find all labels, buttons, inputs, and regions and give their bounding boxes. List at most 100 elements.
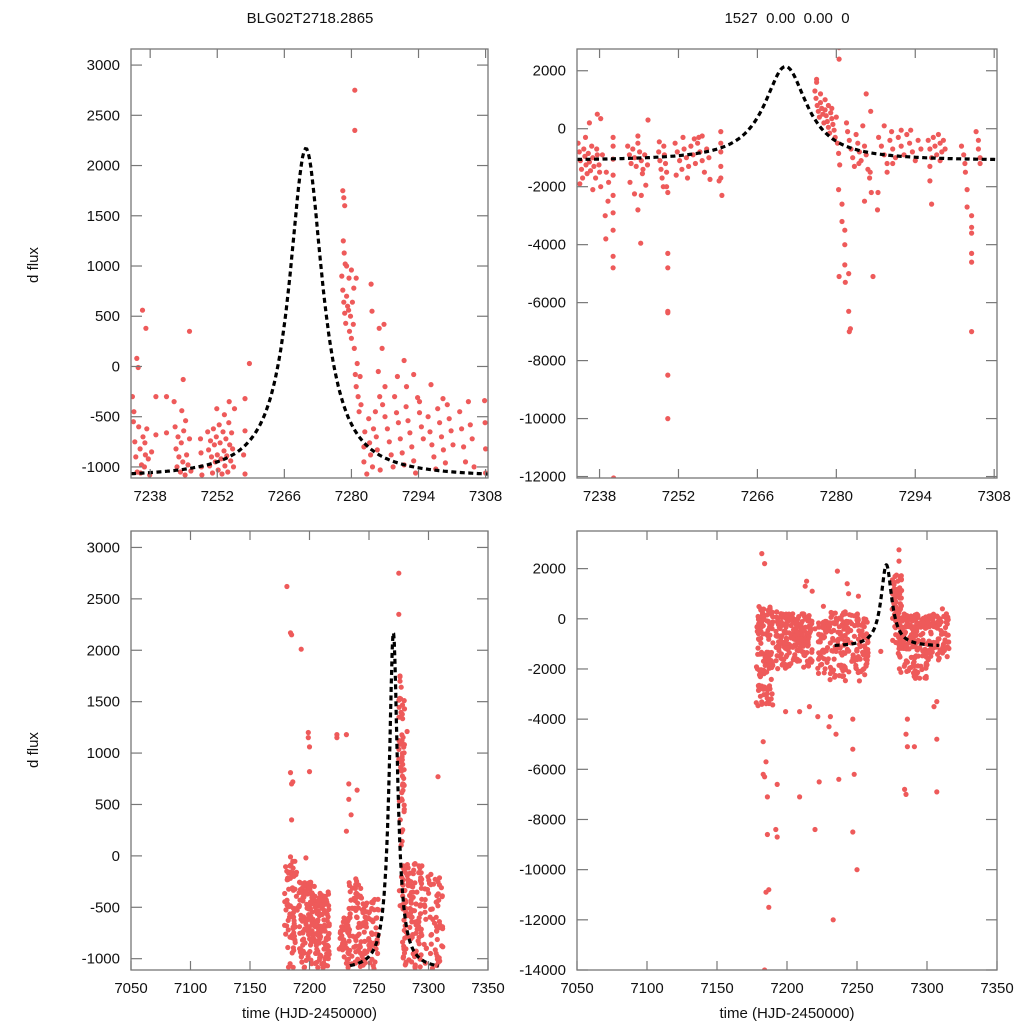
- x-axis-label: time (HJD-2450000): [719, 1005, 854, 1022]
- data-point: [357, 943, 363, 949]
- data-point: [665, 372, 671, 378]
- data-point: [136, 424, 142, 430]
- data-point: [930, 622, 936, 628]
- data-point: [230, 464, 237, 470]
- data-point: [836, 624, 842, 630]
- data-point: [907, 640, 913, 646]
- data-point: [926, 649, 932, 655]
- data-point: [931, 704, 937, 710]
- data-point: [915, 620, 921, 627]
- data-point: [596, 162, 602, 168]
- data-point: [813, 95, 819, 101]
- data-point: [836, 187, 842, 193]
- data-point: [594, 111, 600, 117]
- data-point: [307, 899, 314, 905]
- data-point: [228, 458, 234, 464]
- data-point: [842, 227, 848, 233]
- data-point: [919, 666, 925, 673]
- data-point: [409, 919, 415, 925]
- data-point: [826, 624, 832, 630]
- data-point: [590, 187, 596, 193]
- data-point: [850, 155, 856, 161]
- data-point: [355, 900, 361, 906]
- data-point: [414, 889, 420, 895]
- data-point: [437, 420, 443, 426]
- data-point: [930, 613, 937, 619]
- data-point: [842, 664, 848, 670]
- data-point: [296, 902, 302, 909]
- data-point: [757, 693, 764, 699]
- data-point: [805, 614, 812, 620]
- data-point: [603, 236, 609, 242]
- data-point: [415, 395, 421, 401]
- data-point: [839, 218, 845, 225]
- data-point: [827, 677, 833, 683]
- data-point: [380, 402, 386, 408]
- data-point: [610, 253, 616, 259]
- data-point: [384, 426, 390, 432]
- data-point: [765, 649, 771, 655]
- data-point: [977, 160, 983, 167]
- data-point: [413, 901, 419, 907]
- data-point: [396, 611, 402, 617]
- data-point: [825, 124, 832, 130]
- data-point: [718, 149, 724, 155]
- data-point: [692, 160, 699, 167]
- data-point: [681, 146, 687, 152]
- data-point: [398, 741, 405, 747]
- data-point: [817, 91, 824, 97]
- x-tick-label: 7294: [402, 488, 435, 505]
- data-point: [942, 631, 948, 637]
- data-point: [934, 736, 940, 742]
- data-point: [376, 325, 382, 331]
- data-point: [297, 897, 303, 903]
- data-point: [215, 467, 221, 473]
- y-tick-label: 2500: [87, 107, 120, 124]
- data-point: [436, 882, 442, 888]
- data-point: [867, 169, 873, 175]
- data-point: [345, 961, 351, 967]
- data-point: [830, 121, 836, 127]
- data-point: [830, 620, 837, 626]
- y-tick-label: -4000: [528, 237, 566, 254]
- data-point: [435, 891, 441, 897]
- data-point: [776, 648, 782, 654]
- data-point: [878, 143, 885, 149]
- data-point: [822, 666, 828, 672]
- data-point: [401, 806, 407, 813]
- data-point: [341, 195, 347, 201]
- data-point: [761, 684, 767, 690]
- data-point: [934, 625, 941, 631]
- data-point: [910, 644, 916, 650]
- data-point: [803, 624, 809, 630]
- data-point: [305, 729, 311, 736]
- data-point: [927, 163, 933, 169]
- y-tick-label: -12000: [519, 469, 566, 486]
- data-point: [301, 965, 307, 970]
- data-point: [809, 588, 815, 594]
- data-point: [171, 399, 177, 405]
- data-point: [428, 382, 434, 388]
- data-point: [363, 914, 369, 921]
- data-point: [305, 735, 311, 741]
- data-point: [635, 207, 641, 213]
- data-point: [223, 436, 229, 442]
- data-point: [437, 922, 443, 928]
- data-point: [927, 146, 933, 152]
- data-point: [409, 444, 415, 450]
- data-point: [394, 373, 400, 380]
- data-point: [375, 907, 382, 913]
- data-point: [684, 175, 691, 181]
- data-point: [898, 143, 904, 149]
- data-point: [350, 321, 356, 327]
- data-point: [377, 467, 383, 473]
- data-point: [370, 426, 377, 432]
- y-tick-label: 500: [95, 308, 120, 325]
- y-tick-label: 1500: [87, 208, 120, 225]
- data-point: [975, 137, 982, 143]
- x-tick-label: 7200: [770, 980, 803, 997]
- data-point: [426, 890, 432, 896]
- data-point: [309, 895, 315, 901]
- data-point: [862, 672, 868, 678]
- data-point: [400, 955, 406, 961]
